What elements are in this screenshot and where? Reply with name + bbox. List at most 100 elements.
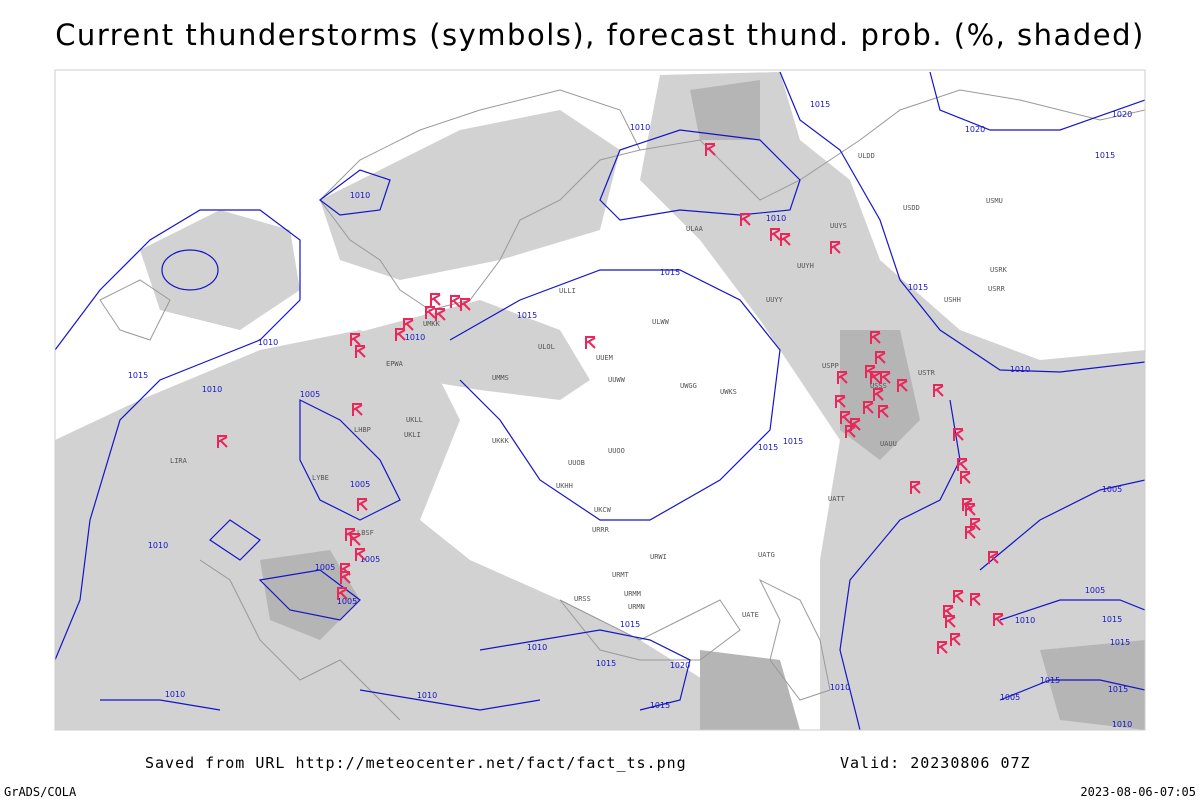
station-label: ULAA [686,225,704,233]
storm-symbol [988,551,999,564]
storm-symbol [435,308,446,321]
storm-symbol [953,590,964,603]
storm-symbol [352,403,363,416]
storm-symbol [933,384,944,397]
coast-caspian [758,578,831,701]
station-label: ULLI [559,287,576,295]
shade-barents [690,80,760,140]
shade-caucasus [700,650,800,730]
station-label: USRK [990,266,1008,274]
station-label: USRR [988,285,1006,293]
storm-symbol [830,241,841,254]
isobar-label: 1010 [1015,616,1035,625]
storm-symbol [910,481,921,494]
storm-symbol [953,428,964,441]
storm-symbol [945,615,956,628]
isobar-1005-east [979,479,1146,571]
storm-symbol [875,351,886,364]
station-label: UUOO [608,447,625,455]
storm-symbol [340,571,351,584]
coastlines [99,89,1146,721]
isobar-label: 1005 [1000,693,1020,702]
station-label: UUYH [797,262,814,270]
storm-symbol [585,336,596,349]
shade-balkans [260,550,360,640]
storm-symbol [937,641,948,654]
shade-scandinavia [320,110,620,280]
storm-symbol [770,228,781,241]
isobar-label: 1015 [650,701,670,710]
storm-symbol [450,295,461,308]
station-label: ULOL [538,343,555,351]
coast-britain [99,279,171,341]
storm-symbol [740,213,751,226]
isobar-label: 1015 [1110,638,1130,647]
storm-symbol [870,371,881,384]
isobar-1010-italy [209,519,261,561]
isobar-label: 1010 [202,385,222,394]
isobar-label: 1010 [405,333,425,342]
timestamp: 2023-08-06-07:05 [1080,785,1196,799]
storm-symbol [837,371,848,384]
storm-symbol [957,458,968,471]
storm-symbol [873,388,884,401]
shade-urals [840,330,920,460]
station-label: USHH [944,296,961,304]
storm-symbol [217,435,228,448]
coast-scandinavia [319,89,641,311]
station-label: UATE [742,611,759,619]
isobar-label: 1005 [1085,586,1105,595]
isobar-label: 1015 [1108,685,1128,694]
station-label: UMMS [492,374,509,382]
storm-symbol [430,293,441,306]
isobar-label: 1010 [1010,365,1030,374]
station-label: UMKK [423,320,441,328]
station-label: UAUU [880,440,897,448]
isobar-low [161,249,219,291]
isobar-1010-sw [100,699,221,711]
station-label: URMT [612,571,630,579]
station-label: USDD [903,204,920,212]
isobar-label: 1015 [128,371,148,380]
storm-symbol [950,633,961,646]
source-url: Saved from URL http://meteocenter.net/fa… [145,754,687,772]
shade-asia [1040,640,1145,730]
shade-central [330,300,590,400]
isobar-label: 1020 [965,125,985,134]
station-label: URMM [624,590,641,598]
station-label: UKLL [406,416,423,424]
station-label: UUYY [766,296,784,304]
isobar-label: 1005 [337,597,357,606]
isobar-1010-west [54,209,301,661]
isobar-label: 1010 [766,214,786,223]
station-label: LYBE [312,474,329,482]
isobar-label: 1010 [165,690,185,699]
isobar-label: 1010 [148,541,168,550]
station-label: URWI [650,553,667,561]
isobar-1015-black [479,629,691,711]
isobar-label: 1010 [1112,720,1132,729]
storm-symbol [357,498,368,511]
isobar-1015-east [779,71,1146,373]
station-label: UATT [828,495,846,503]
station-label: UWKS [720,388,737,396]
shade-north-sea [140,210,300,330]
storm-symbol [403,318,414,331]
isobar-label: 1010 [630,123,650,132]
storm-symbol [965,503,976,516]
valid-time: Valid: 20230806 07Z [840,754,1031,772]
storm-symbol [863,401,874,414]
isobar-label: 1015 [517,311,537,320]
storm-symbol [840,411,851,424]
map-title: Current thunderstorms (symbols), forecas… [55,18,1145,52]
storm-symbol [780,233,791,246]
station-label: UUYS [830,222,847,230]
storm-symbol [970,593,981,606]
isobar-label: 1020 [670,661,690,670]
isobar-label: 1015 [1102,615,1122,624]
storm-symbol [355,345,366,358]
isobar-1020-east [929,71,1146,131]
station-label: URRR [592,526,610,534]
storm-symbol [878,405,889,418]
